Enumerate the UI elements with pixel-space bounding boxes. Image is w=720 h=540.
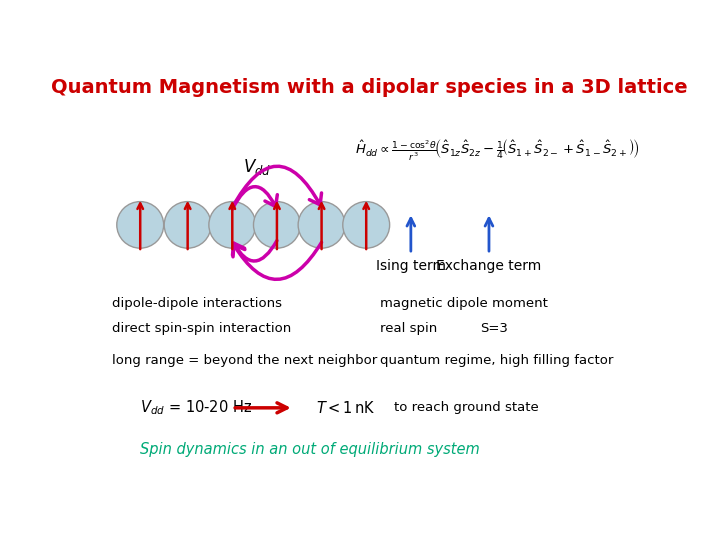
Text: Quantum Magnetism with a dipolar species in a 3D lattice: Quantum Magnetism with a dipolar species… [50,78,688,97]
FancyArrowPatch shape [233,242,322,279]
Ellipse shape [343,201,390,248]
Text: quantum regime, high filling factor: quantum regime, high filling factor [380,354,613,367]
Ellipse shape [164,201,211,248]
Text: $\hat{H}_{dd} \propto \frac{1-\cos^2\!\theta}{r^3}\!\left(\hat{S}_{1z}\hat{S}_{2: $\hat{H}_{dd} \propto \frac{1-\cos^2\!\t… [356,138,639,163]
FancyArrowPatch shape [233,166,322,207]
Text: Exchange term: Exchange term [436,259,541,273]
FancyArrowPatch shape [233,241,277,261]
Text: $V_{dd}$ = 10-20 Hz: $V_{dd}$ = 10-20 Hz [140,399,253,417]
Text: magnetic dipole moment: magnetic dipole moment [380,298,548,310]
Text: S=3: S=3 [481,322,508,335]
Text: Ising term: Ising term [376,259,446,273]
Ellipse shape [117,201,163,248]
Ellipse shape [298,201,345,248]
Text: $T < 1\,\mathrm{nK}$: $T < 1\,\mathrm{nK}$ [316,400,376,416]
Text: to reach ground state: to reach ground state [394,401,539,414]
Ellipse shape [209,201,256,248]
FancyArrowPatch shape [233,187,277,209]
Ellipse shape [253,201,300,248]
Text: direct spin-spin interaction: direct spin-spin interaction [112,322,292,335]
Text: Spin dynamics in an out of equilibrium system: Spin dynamics in an out of equilibrium s… [140,442,480,457]
Text: real spin: real spin [380,322,438,335]
Text: dipole-dipole interactions: dipole-dipole interactions [112,298,282,310]
Text: $V_{dd}$: $V_{dd}$ [243,157,271,177]
Text: long range = beyond the next neighbor: long range = beyond the next neighbor [112,354,377,367]
